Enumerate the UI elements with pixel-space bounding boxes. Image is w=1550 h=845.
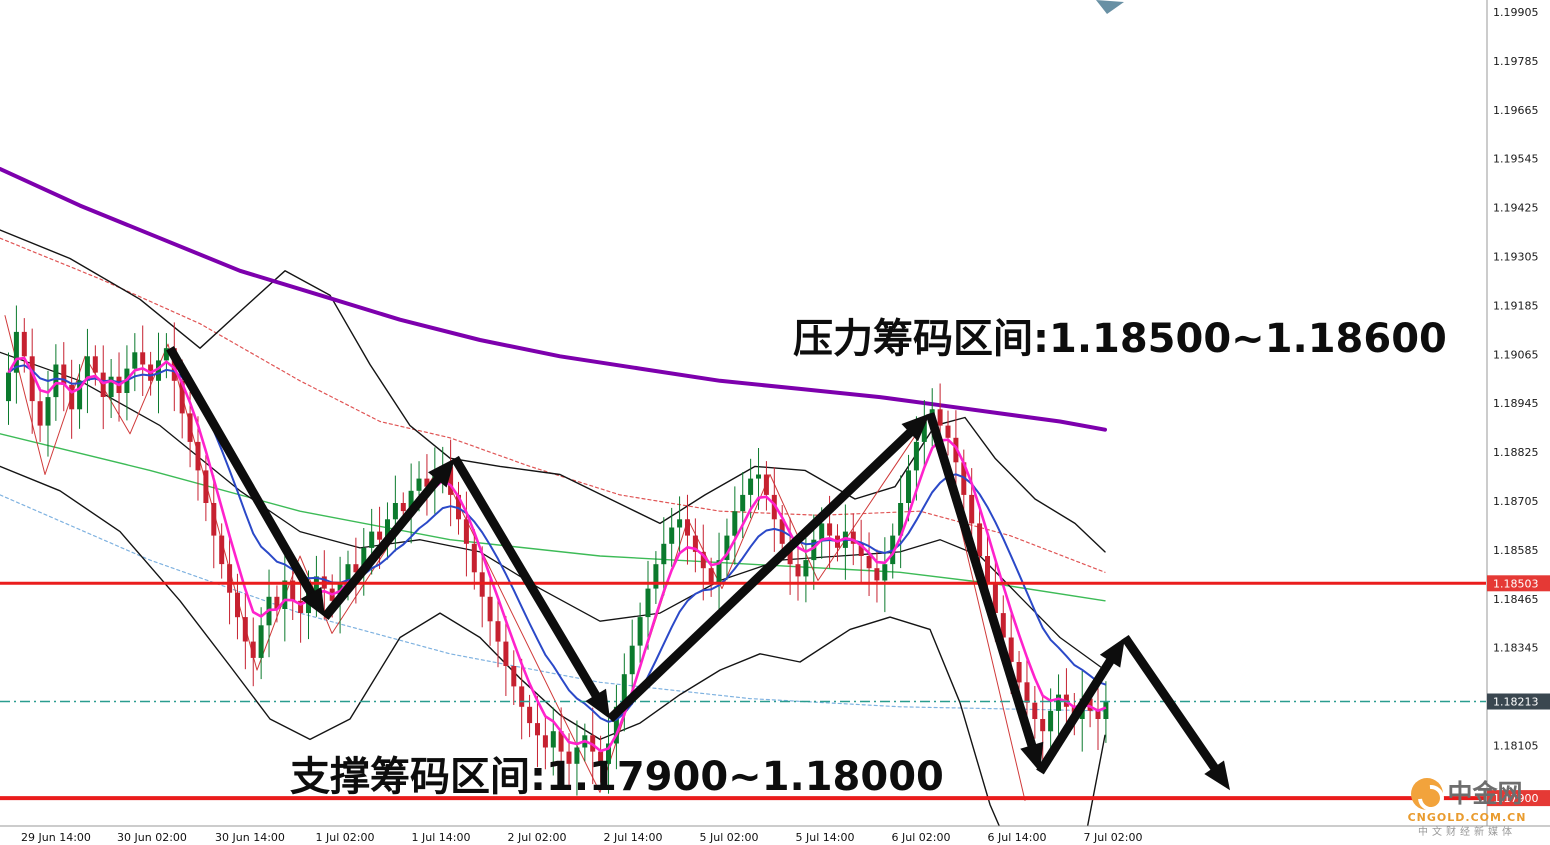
svg-text:1.19545: 1.19545	[1493, 153, 1539, 166]
svg-text:1.18213: 1.18213	[1493, 696, 1539, 709]
resistance-price-tag	[1487, 575, 1550, 592]
svg-text:1.18945: 1.18945	[1493, 397, 1539, 410]
svg-text:1.18465: 1.18465	[1493, 593, 1539, 606]
svg-text:1.19185: 1.19185	[1493, 299, 1539, 312]
svg-text:1.18503: 1.18503	[1493, 577, 1539, 590]
trend-arrows	[166, 345, 1230, 791]
svg-text:30 Jun 14:00: 30 Jun 14:00	[215, 831, 285, 844]
svg-text:1.19305: 1.19305	[1493, 251, 1539, 264]
svg-text:2 Jul 02:00: 2 Jul 02:00	[508, 831, 567, 844]
purple_ma-line	[0, 166, 1107, 432]
cursor-arrow-icon	[1096, 0, 1124, 14]
horizontal-levels	[0, 581, 1486, 801]
svg-text:1 Jul 14:00: 1 Jul 14:00	[412, 831, 471, 844]
current-price-tag	[1487, 693, 1550, 710]
bb_upper-line	[0, 229, 1106, 553]
svg-text:1.17900: 1.17900	[1493, 792, 1539, 805]
svg-text:1 Jul 02:00: 1 Jul 02:00	[316, 831, 375, 844]
support-annotation: 支撑筹码区间:1.17900~1.18000	[290, 754, 944, 800]
resistance-annotation: 压力筹码区间:1.18500~1.18600	[793, 316, 1447, 362]
green_ma-line	[0, 433, 1106, 602]
svg-text:5 Jul 02:00: 5 Jul 02:00	[700, 831, 759, 844]
cngold-watermark: 中金网 CNGOLD.COM.CN 中文财经新媒体	[1388, 778, 1546, 838]
watermark-name: 中金网	[1447, 778, 1523, 808]
support-price-tag	[1487, 790, 1550, 807]
blue_dashed-line	[0, 494, 1106, 712]
cngold-logo-icon	[1411, 778, 1450, 817]
fast-ma-line	[7, 356, 1107, 753]
svg-text:1.18105: 1.18105	[1493, 740, 1539, 753]
svg-text:5 Jul 14:00: 5 Jul 14:00	[796, 831, 855, 844]
watermark-tagline: 中文财经新媒体	[1418, 826, 1516, 838]
svg-text:2 Jul 14:00: 2 Jul 14:00	[604, 831, 663, 844]
svg-text:6 Jul 14:00: 6 Jul 14:00	[988, 831, 1047, 844]
svg-text:1.18705: 1.18705	[1493, 495, 1539, 508]
svg-text:1.18585: 1.18585	[1493, 544, 1539, 557]
svg-text:1.18825: 1.18825	[1493, 446, 1539, 459]
plot-area	[0, 166, 1486, 826]
red_dashed-line	[0, 237, 1106, 573]
watermark-domain: CNGOLD.COM.CN	[1407, 811, 1527, 824]
svg-text:30 Jun 02:00: 30 Jun 02:00	[117, 831, 187, 844]
zigzag_red-line	[4, 315, 1026, 801]
svg-text:1.19905: 1.19905	[1493, 6, 1539, 19]
svg-text:1.19785: 1.19785	[1493, 55, 1539, 68]
svg-text:1.19425: 1.19425	[1493, 202, 1539, 215]
svg-text:6 Jul 02:00: 6 Jul 02:00	[892, 831, 951, 844]
svg-text:7 Jul 02:00: 7 Jul 02:00	[1084, 831, 1143, 844]
svg-text:1.19665: 1.19665	[1493, 104, 1539, 117]
indicator-overlays	[0, 166, 1107, 826]
svg-text:1.19065: 1.19065	[1493, 348, 1539, 361]
watermark-brand-row: 中金网	[1411, 778, 1523, 817]
time-axis: 29 Jun 14:00 30 Jun 02:00 30 Jun 14:00 1 Ju…	[21, 831, 1142, 844]
svg-text:29 Jun 14:00: 29 Jun 14:00	[21, 831, 91, 844]
svg-text:1.18345: 1.18345	[1493, 642, 1539, 655]
candles-layer	[6, 305, 1109, 796]
